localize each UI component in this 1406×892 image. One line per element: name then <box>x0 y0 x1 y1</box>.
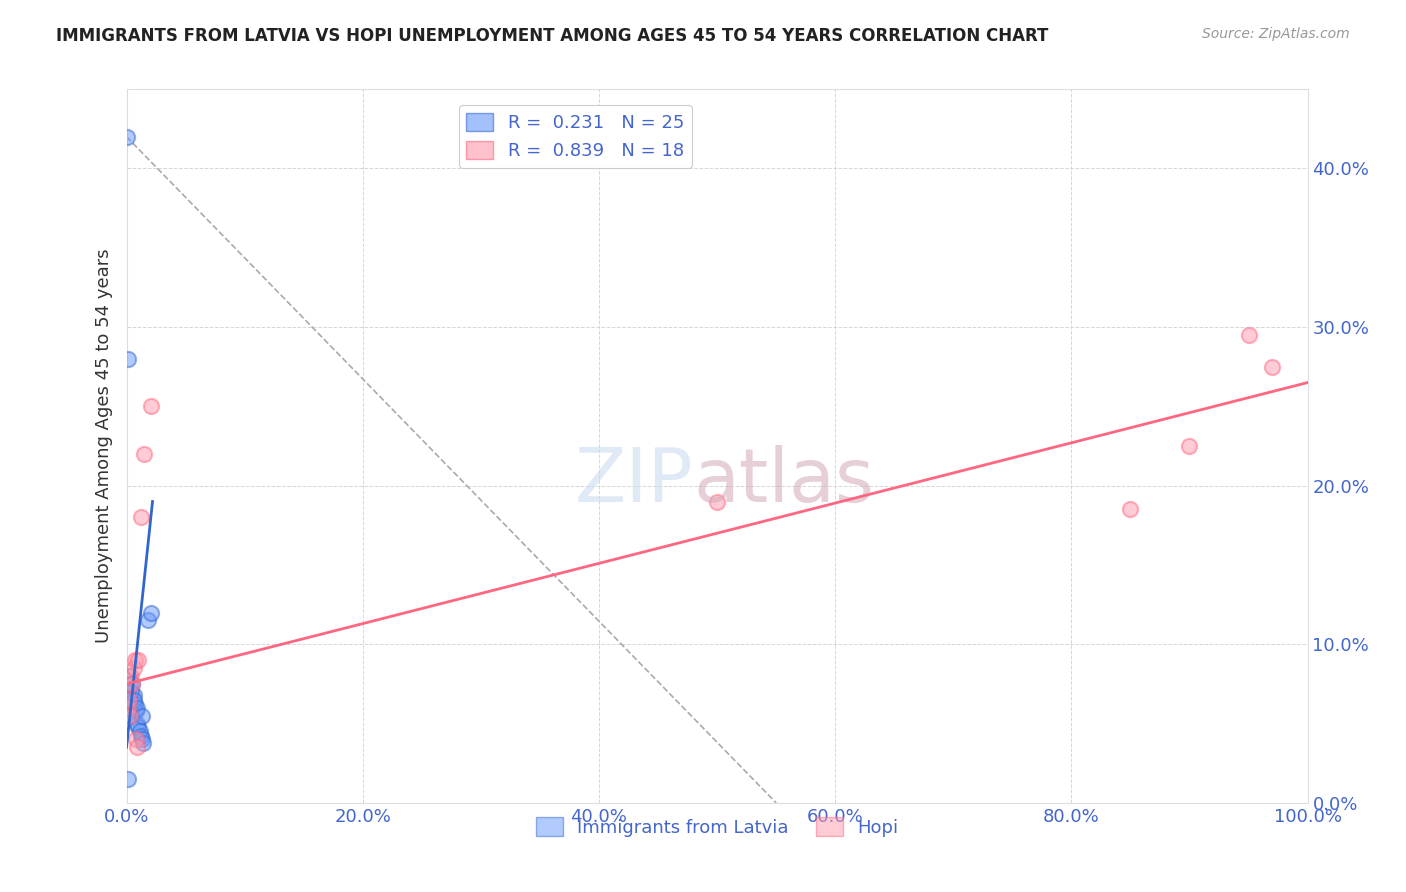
Point <box>120 692 142 706</box>
Point <box>117 685 139 699</box>
Point <box>131 732 153 747</box>
Point <box>136 614 159 628</box>
Point <box>129 510 152 524</box>
Point <box>118 669 141 683</box>
Point <box>122 661 145 675</box>
Point <box>124 653 146 667</box>
Point <box>122 692 145 706</box>
Y-axis label: Unemployment Among Ages 45 to 54 years: Unemployment Among Ages 45 to 54 years <box>94 249 112 643</box>
Point <box>117 351 139 366</box>
Point <box>127 653 149 667</box>
Point <box>120 677 142 691</box>
Point <box>141 400 163 414</box>
Point <box>117 772 139 786</box>
Point <box>127 716 149 731</box>
Point <box>1237 328 1260 343</box>
Point <box>1178 439 1201 453</box>
Point <box>127 700 149 714</box>
Point <box>120 669 142 683</box>
Legend: Immigrants from Latvia, Hopi: Immigrants from Latvia, Hopi <box>529 810 905 844</box>
Point <box>128 724 150 739</box>
Point <box>125 704 148 718</box>
Point <box>132 735 155 749</box>
Point <box>131 708 153 723</box>
Point <box>122 688 145 702</box>
Point <box>141 606 163 620</box>
Point <box>118 692 141 706</box>
Point <box>115 129 138 144</box>
Point <box>1261 359 1284 374</box>
Point <box>134 447 156 461</box>
Point <box>124 698 146 712</box>
Point <box>118 700 141 714</box>
Point <box>120 685 142 699</box>
Point <box>129 729 152 743</box>
Text: IMMIGRANTS FROM LATVIA VS HOPI UNEMPLOYMENT AMONG AGES 45 TO 54 YEARS CORRELATIO: IMMIGRANTS FROM LATVIA VS HOPI UNEMPLOYM… <box>56 27 1049 45</box>
Point <box>127 720 149 734</box>
Point <box>120 708 142 723</box>
Point <box>127 740 149 755</box>
Point <box>706 494 728 508</box>
Text: atlas: atlas <box>693 445 875 518</box>
Text: ZIP: ZIP <box>575 445 693 518</box>
Point <box>1119 502 1142 516</box>
Point <box>121 677 143 691</box>
Text: Source: ZipAtlas.com: Source: ZipAtlas.com <box>1202 27 1350 41</box>
Point <box>125 732 148 747</box>
Point <box>120 708 142 723</box>
Point <box>121 677 143 691</box>
Point <box>117 700 139 714</box>
